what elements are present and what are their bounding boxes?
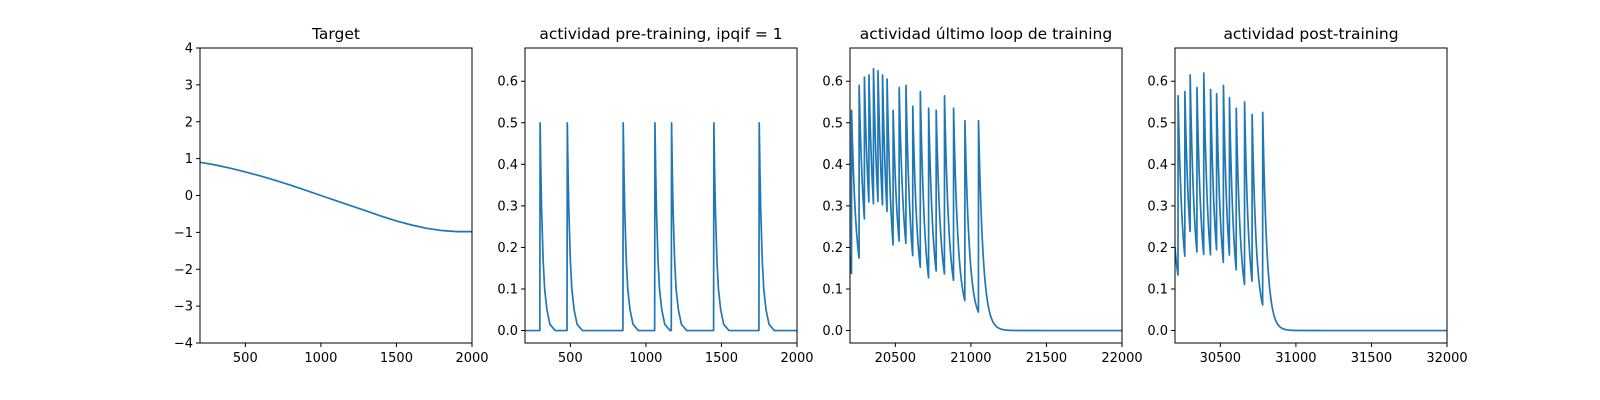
x-tick-label: 1500 xyxy=(380,351,413,366)
x-tick-label: 22000 xyxy=(1101,351,1142,366)
y-tick-label: 0.1 xyxy=(1147,282,1168,297)
y-tick-label: 0.0 xyxy=(822,324,843,339)
x-tick-label: 30500 xyxy=(1200,351,1241,366)
y-tick-label: 0.5 xyxy=(822,116,843,131)
x-tick-label: 31000 xyxy=(1275,351,1316,366)
y-tick-label: −2 xyxy=(174,263,193,278)
x-tick-label: 21000 xyxy=(950,351,991,366)
y-tick-label: −3 xyxy=(174,300,193,315)
x-tick-label: 21500 xyxy=(1026,351,1067,366)
y-tick-label: 0.0 xyxy=(1147,324,1168,339)
y-tick-label: 0.6 xyxy=(497,75,518,90)
y-tick-label: −1 xyxy=(174,226,193,241)
y-tick-label: −4 xyxy=(174,337,193,352)
y-tick-label: 0.4 xyxy=(822,158,843,173)
y-tick-label: 0.5 xyxy=(497,116,518,131)
series-line xyxy=(850,67,1122,332)
y-tick-label: 0.6 xyxy=(822,75,843,90)
y-tick-label: 0.1 xyxy=(497,282,518,297)
chart-panel-4: actividad post-training 30500 31000 31500 32… xyxy=(1147,25,1467,366)
x-tick-label: 20500 xyxy=(875,351,916,366)
chart-title: actividad pre-training, ipqif = 1 xyxy=(539,25,782,43)
y-tick-label: 4 xyxy=(185,42,193,57)
chart-title: actividad post-training xyxy=(1223,25,1398,43)
chart-panel-1: Target 500 1000 1500 2000 −4 −3 −2 −1 0 1 2 3 4 xyxy=(174,25,489,366)
y-tick-label: 0.0 xyxy=(497,324,518,339)
x-tick-label: 31500 xyxy=(1351,351,1392,366)
y-tick-label: 2 xyxy=(185,115,193,130)
chart-title: actividad último loop de training xyxy=(860,25,1112,43)
axes-frame xyxy=(849,47,1123,344)
x-tick-label: 32000 xyxy=(1426,351,1467,366)
x-tick-label: 1000 xyxy=(629,351,662,366)
x-tick-label: 500 xyxy=(233,351,258,366)
chart-panel-3: actividad último loop de training 20500 21… xyxy=(822,25,1142,366)
y-tick-label: 0.5 xyxy=(1147,116,1168,131)
y-tick-label: 0.3 xyxy=(497,199,518,214)
y-tick-label: 0.3 xyxy=(1147,199,1168,214)
chart-panels: Target 500 1000 1500 2000 −4 −3 −2 −1 0 1 2 3 4 activi… xyxy=(174,25,1468,366)
series-line xyxy=(200,161,472,233)
x-tick-label: 500 xyxy=(558,351,583,366)
y-tick-label: 0.4 xyxy=(1147,158,1168,173)
x-tick-label: 1500 xyxy=(705,351,738,366)
x-tick-label: 2000 xyxy=(455,351,488,366)
y-tick-label: 0 xyxy=(185,189,193,204)
chart-panel-2: actividad pre-training, ipqif = 1 500 1000… xyxy=(497,25,813,366)
y-tick-label: 3 xyxy=(185,78,193,93)
axes-frame xyxy=(524,47,798,344)
x-tick-label: 1000 xyxy=(304,351,337,366)
y-tick-label: 0.1 xyxy=(822,282,843,297)
y-tick-label: 0.2 xyxy=(822,241,843,256)
y-tick-label: 0.6 xyxy=(1147,75,1168,90)
series-line xyxy=(1175,72,1447,332)
x-tick-label: 2000 xyxy=(780,351,813,366)
y-tick-label: 0.2 xyxy=(497,241,518,256)
y-tick-label: 0.3 xyxy=(822,199,843,214)
axes-frame xyxy=(1174,47,1448,344)
y-tick-label: 0.4 xyxy=(497,158,518,173)
y-tick-label: 0.2 xyxy=(1147,241,1168,256)
y-tick-label: 1 xyxy=(185,152,193,167)
chart-title: Target xyxy=(311,25,360,43)
series-line xyxy=(525,121,797,332)
